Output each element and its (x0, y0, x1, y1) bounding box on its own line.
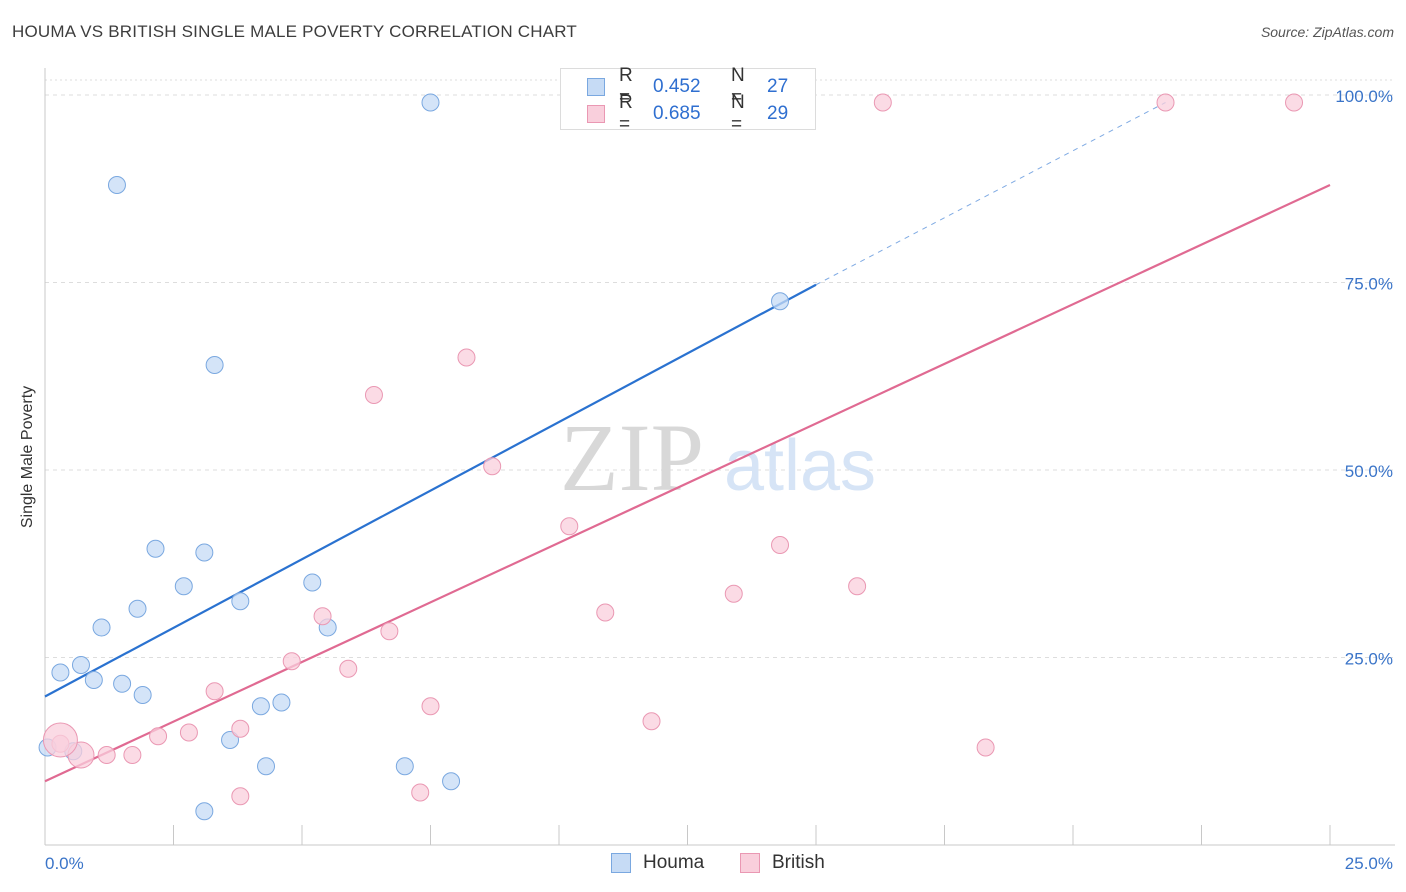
series-legend: Houma British (0, 852, 1406, 876)
correlation-legend: R = 0.452 N = 27 R = 0.685 N = 29 (560, 65, 816, 135)
british-point (97, 746, 116, 764)
r-value: 0.452 (653, 76, 701, 97)
n-value: 29 (767, 103, 789, 124)
british-point (596, 603, 615, 622)
british-legend-label: British (772, 852, 825, 873)
british-point (231, 787, 250, 806)
trend-lines (44, 102, 1331, 783)
houma-point (195, 543, 214, 562)
british-point (457, 348, 476, 367)
houma-point (395, 757, 414, 776)
n-value: 27 (767, 76, 789, 97)
chart-title: HOUMA VS BRITISH SINGLE MALE POVERTY COR… (12, 22, 577, 41)
n-label: N = (731, 65, 745, 108)
houma-point (133, 686, 152, 704)
british-point (380, 622, 399, 641)
houma-point (231, 592, 250, 611)
british-point (411, 783, 430, 802)
houma-point (128, 599, 147, 618)
british-swatch (587, 105, 605, 123)
x-tick-label: 25.0% (1345, 854, 1393, 873)
legend-item-british: British (740, 852, 825, 874)
watermark: ZIP atlas (560, 404, 876, 511)
houma-point (113, 674, 132, 693)
houma-point (771, 292, 790, 311)
british-point (42, 722, 78, 758)
houma-point (51, 663, 70, 682)
r-label: R = (619, 92, 633, 135)
y-tick-labels: 25.0% 50.0% 75.0% 100.0% (1335, 87, 1393, 669)
houma-trend-extension (815, 102, 1166, 286)
x-tick-labels: 0.0% 25.0% (45, 854, 1393, 873)
british-point (313, 607, 332, 626)
houma-point (303, 573, 322, 592)
y-tick-label: 50.0% (1345, 462, 1393, 481)
houma-point (442, 772, 461, 791)
y-tick-label: 25.0% (1345, 650, 1393, 669)
watermark-atlas: atlas (724, 426, 876, 506)
y-tick-label: 75.0% (1345, 275, 1393, 294)
y-tick-label: 100.0% (1335, 87, 1393, 106)
british-point (364, 386, 383, 404)
legend-item-houma: Houma (611, 852, 704, 874)
houma-point (71, 656, 90, 674)
houma-point (251, 697, 270, 716)
british-point (560, 517, 579, 536)
n-label: N = (731, 92, 745, 135)
british-point (421, 697, 440, 716)
houma-point (146, 539, 165, 558)
british-point (976, 738, 995, 757)
y-axis-label: Single Male Poverty (19, 385, 36, 529)
axes (44, 68, 1395, 846)
houma-trend-line (44, 283, 817, 698)
british-point (282, 652, 301, 671)
british-point (771, 536, 790, 554)
british-point (339, 659, 358, 678)
british-point (1156, 93, 1175, 112)
british-point (231, 719, 250, 738)
r-value: 0.685 (653, 103, 701, 124)
british-point (149, 727, 168, 746)
british-point (483, 457, 502, 476)
watermark-zip: ZIP (560, 404, 704, 511)
houma-point (174, 577, 193, 596)
gridlines (45, 79, 1395, 658)
houma-legend-swatch (611, 853, 631, 873)
british-point (123, 746, 142, 764)
houma-legend-label: Houma (643, 852, 705, 873)
r-label: R = (619, 65, 633, 108)
x-tick-label: 0.0% (45, 854, 84, 873)
british-point (205, 682, 224, 701)
houma-point (421, 93, 440, 112)
source-label: Source: ZipAtlas.com (1260, 24, 1394, 40)
british-point (642, 712, 661, 731)
houma-swatch (587, 78, 605, 96)
british-point (873, 93, 892, 112)
houma-point (205, 356, 224, 374)
british-point (179, 723, 198, 742)
british-trend-line (44, 184, 1331, 783)
british-point (1285, 93, 1304, 112)
british-point (848, 577, 867, 596)
houma-point (92, 618, 111, 637)
data-points (38, 93, 1304, 821)
houma-point (107, 176, 126, 194)
houma-point (84, 671, 103, 689)
british-point (724, 584, 743, 603)
houma-point (272, 693, 291, 712)
british-legend-swatch (740, 853, 760, 873)
houma-point (195, 802, 214, 821)
houma-point (257, 757, 276, 776)
houma-point (221, 731, 240, 749)
